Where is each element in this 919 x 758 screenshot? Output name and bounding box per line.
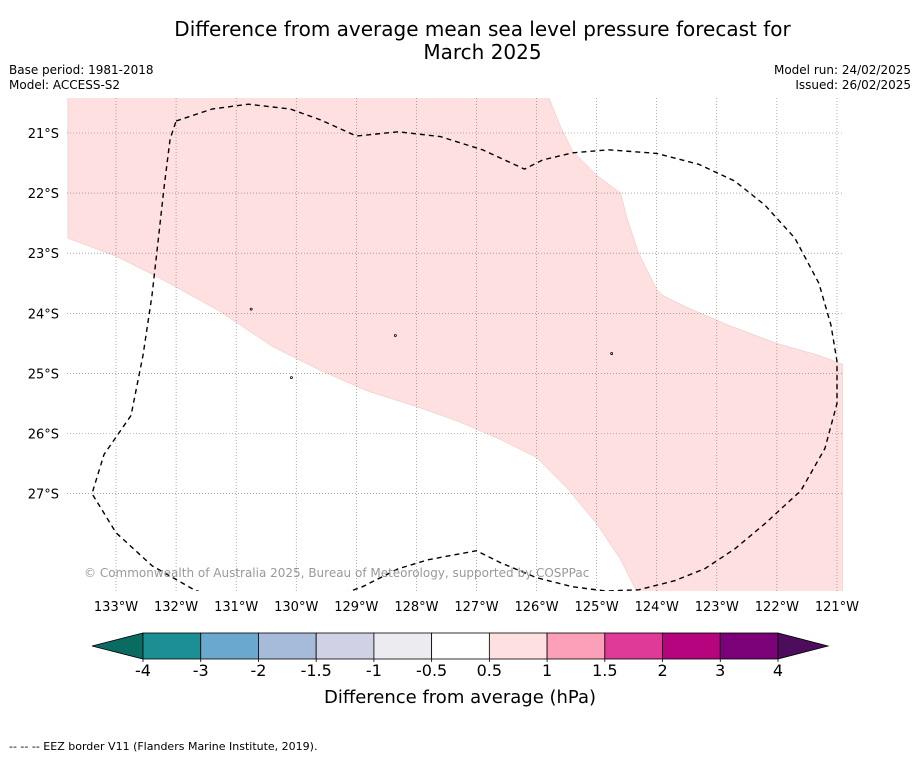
eez-border <box>91 103 838 591</box>
lat-label: 25°S <box>28 367 59 382</box>
lon-label: 125°W <box>575 600 619 615</box>
lon-label: 121°W <box>815 600 859 615</box>
model-name: Model: ACCESS-S2 <box>9 78 121 92</box>
colorbar-segment <box>662 632 721 660</box>
colorbar-segment <box>200 632 259 660</box>
colorbar-under-arrow <box>91 632 144 660</box>
colorbar-label: 0.5 <box>477 661 502 680</box>
colorbar-label: -2 <box>250 661 266 680</box>
island <box>610 352 614 355</box>
base-period: Base period: 1981-2018 <box>9 63 154 77</box>
graticule <box>67 98 843 591</box>
lon-label: 127°W <box>454 600 498 615</box>
lon-label: 131°W <box>214 600 258 615</box>
lon-label: 126°W <box>514 600 558 615</box>
lon-label: 122°W <box>755 600 799 615</box>
copyright-notice: © Commonwealth of Australia 2025, Bureau… <box>84 566 589 580</box>
model-run: Model run: 24/02/2025 <box>773 63 911 77</box>
colorbar-label: 4 <box>773 661 783 680</box>
lon-label: 128°W <box>394 600 438 615</box>
meta-left: Base period: 1981-2018 Model: ACCESS-S2 <box>9 63 154 93</box>
anomaly-region <box>67 98 843 591</box>
island <box>290 376 293 380</box>
colorbar-segment <box>604 632 663 660</box>
island <box>393 334 397 337</box>
colorbar: -4 -3 -2 -1.5 -1 -0.5 0.5 1 1.5 2 3 4 <box>91 632 830 680</box>
colorbar-label: 3 <box>715 661 725 680</box>
lon-label: 129°W <box>334 600 378 615</box>
colorbar-title: Difference from average (hPa) <box>324 687 596 708</box>
lon-label: 130°W <box>274 600 318 615</box>
colorbar-label: -1 <box>366 661 382 680</box>
lon-label: 123°W <box>695 600 739 615</box>
lat-label: 21°S <box>28 127 59 142</box>
lat-label: 27°S <box>28 488 59 503</box>
colorbar-label: 1.5 <box>592 661 617 680</box>
colorbar-segment <box>488 632 548 660</box>
latitude-labels: 21°S 22°S 23°S 24°S 25°S 26°S 27°S <box>28 127 59 503</box>
colorbar-segment <box>142 632 202 660</box>
colorbar-segment <box>315 632 375 660</box>
issued-date: Issued: 26/02/2025 <box>795 78 911 92</box>
lat-label: 24°S <box>28 307 59 322</box>
title-line-1: Difference from average mean sea level p… <box>174 17 791 41</box>
colorbar-label: -0.5 <box>416 661 447 680</box>
lat-label: 23°S <box>28 247 59 262</box>
meta-right: Model run: 24/02/2025 Issued: 26/02/2025 <box>774 63 911 93</box>
lat-label: 26°S <box>28 428 59 443</box>
longitude-labels: 133°W 132°W 131°W 130°W 129°W 128°W 127°W 126°W… <box>94 600 859 615</box>
colorbar-label: 2 <box>657 661 667 680</box>
lon-label: 124°W <box>635 600 679 615</box>
map-panel: © Commonwealth of Australia 2025, Bureau… <box>67 98 843 591</box>
colorbar-segment <box>719 632 779 660</box>
colorbar-label: 1 <box>542 661 552 680</box>
lon-label: 133°W <box>94 600 138 615</box>
colorbar-segment <box>258 632 317 660</box>
colorbar-segment <box>546 632 606 660</box>
colorbar-segment <box>373 632 433 660</box>
lat-label: 22°S <box>28 187 59 202</box>
colorbar-label: -4 <box>135 661 151 680</box>
eez-footnote: -- -- -- EEZ border V11 (Flanders Marine… <box>9 740 318 753</box>
island <box>249 307 253 311</box>
map-figure: © Commonwealth of Australia 2025, Bureau… <box>28 98 859 708</box>
map-title: Difference from average mean sea level p… <box>0 18 919 64</box>
colorbar-over-arrow <box>777 632 830 660</box>
colorbar-label: -1.5 <box>301 661 332 680</box>
lon-label: 132°W <box>154 600 198 615</box>
colorbar-segment <box>431 632 490 660</box>
colorbar-label: -3 <box>193 661 209 680</box>
islands <box>249 307 614 380</box>
title-line-2: March 2025 <box>423 40 542 64</box>
